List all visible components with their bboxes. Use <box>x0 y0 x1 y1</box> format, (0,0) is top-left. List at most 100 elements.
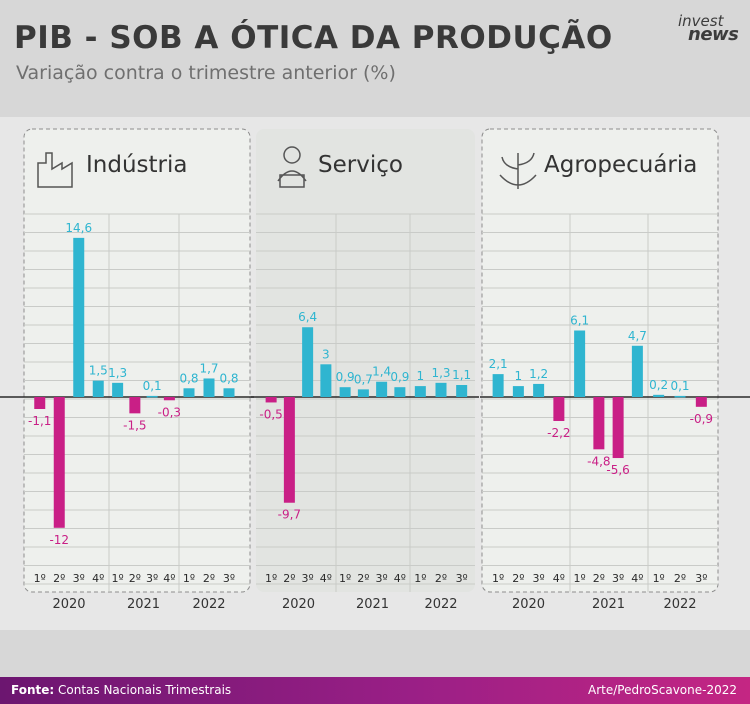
bar <box>612 397 624 459</box>
bar <box>92 380 104 397</box>
bar <box>203 378 215 397</box>
source-text: Contas Nacionais Trimestrais <box>58 683 232 697</box>
tick-label: 1º <box>414 572 426 585</box>
bar <box>339 387 351 397</box>
data-label: 3 <box>322 347 330 361</box>
tick-label: 3º <box>223 572 235 585</box>
year-label: 2021 <box>356 597 389 612</box>
tick-label: 4º <box>631 572 643 585</box>
data-label: 0,8 <box>219 371 238 385</box>
credit-note: Arte/PedroScavone-2022 <box>588 683 737 697</box>
panel-box-1 <box>256 129 475 592</box>
year-label: 2022 <box>424 597 457 612</box>
factory-icon <box>37 152 73 188</box>
year-label: 2020 <box>52 597 85 612</box>
year-label: 2020 <box>512 597 545 612</box>
data-label: 0,8 <box>179 371 198 385</box>
source-label: Fonte: <box>11 683 55 697</box>
tick-label: 2º <box>129 572 141 585</box>
data-label: 2,1 <box>489 357 508 371</box>
bar <box>492 374 504 397</box>
bar <box>533 383 545 397</box>
tick-label: 2º <box>357 572 369 585</box>
bar <box>593 397 605 450</box>
tick-label: 3º <box>376 572 388 585</box>
data-label: 0,2 <box>649 378 668 392</box>
tick-label: 3º <box>73 572 85 585</box>
tick-label: 3º <box>612 572 624 585</box>
data-label: -0,9 <box>690 412 713 426</box>
bar <box>112 382 124 397</box>
bar <box>631 345 643 397</box>
bar <box>414 386 426 397</box>
tick-label: 1º <box>492 572 504 585</box>
data-label: 1,3 <box>431 366 450 380</box>
tick-label: 2º <box>53 572 65 585</box>
data-label: -1,5 <box>123 418 146 432</box>
tick-label: 2º <box>435 572 447 585</box>
tick-label: 1º <box>265 572 277 585</box>
bar <box>302 327 314 397</box>
bar <box>394 387 406 397</box>
year-label: 2021 <box>127 597 160 612</box>
data-label: 0,7 <box>354 372 373 386</box>
tick-label: 4º <box>394 572 406 585</box>
bar <box>223 388 235 397</box>
data-label: -9,7 <box>278 508 301 522</box>
tick-label: 1º <box>574 572 586 585</box>
panel-box-2 <box>481 128 719 593</box>
bar <box>73 237 85 397</box>
laptop-shape <box>277 170 307 188</box>
tick-label: 1º <box>183 572 195 585</box>
bar <box>283 397 295 503</box>
tick-label: 2º <box>203 572 215 585</box>
bar <box>357 389 369 397</box>
logo-line-invest: invest <box>678 12 724 30</box>
data-label: 6,1 <box>570 314 589 328</box>
data-label: 1,1 <box>452 368 471 382</box>
bar <box>553 397 565 421</box>
tick-label: 1º <box>339 572 351 585</box>
tick-label: 1º <box>653 572 665 585</box>
tick-label: 3º <box>302 572 314 585</box>
worker-laptop-icon <box>283 146 301 164</box>
panel-title: Indústria <box>86 152 187 178</box>
tick-label: 2º <box>674 572 686 585</box>
year-label: 2021 <box>592 597 625 612</box>
tick-label: 1º <box>34 572 46 585</box>
tick-label: 2º <box>593 572 605 585</box>
tick-label: 3º <box>146 572 158 585</box>
tick-label: 4º <box>553 572 565 585</box>
bar <box>512 386 524 397</box>
bar <box>265 397 277 403</box>
bar <box>146 395 158 398</box>
bar-chart-svg: Indústria -1,1 1º -12 2º 14,6 3º 1,5 4º 2020 1,3 1º… <box>0 128 750 612</box>
data-label: 1,4 <box>372 365 391 379</box>
tick-label: 3º <box>695 572 707 585</box>
investnews-logo: invest news <box>678 12 740 48</box>
data-label: 0,9 <box>336 370 355 384</box>
data-label: -0,3 <box>158 405 181 419</box>
bar <box>129 397 141 414</box>
data-label: 4,7 <box>628 329 647 343</box>
data-label: 1 <box>417 369 425 383</box>
data-label: -4,8 <box>587 454 610 468</box>
data-label: -2,2 <box>547 426 570 440</box>
data-label: 1 <box>515 369 523 383</box>
bar <box>435 382 447 397</box>
bar <box>34 397 46 409</box>
chart-panel: Indústria -1,1 1º -12 2º 14,6 3º 1,5 4º 2020 1,3 1º… <box>0 117 750 630</box>
data-label: -5,6 <box>606 463 629 477</box>
logo-line-news: news <box>688 24 739 45</box>
source-note: Fonte: Contas Nacionais Trimestrais <box>11 683 231 697</box>
panel-title: Agropecuária <box>544 152 697 178</box>
year-label: 2020 <box>282 597 315 612</box>
bar <box>376 381 388 397</box>
data-label: 0,1 <box>143 379 162 393</box>
bar <box>320 364 332 397</box>
bar <box>574 330 586 397</box>
tick-label: 2º <box>283 572 295 585</box>
bar <box>456 385 468 397</box>
data-label: 6,4 <box>298 310 317 324</box>
panel-title: Serviço <box>318 152 403 178</box>
